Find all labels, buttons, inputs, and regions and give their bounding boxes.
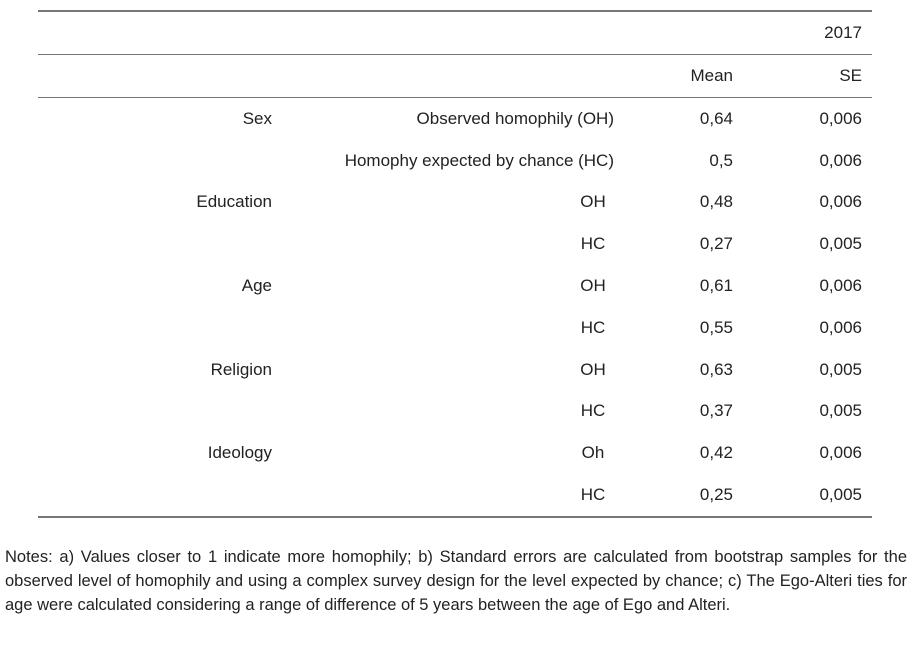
table-row: Ideology Oh 0,42 0,006 (38, 432, 872, 474)
table-row: HC 0,55 0,006 (38, 307, 872, 349)
se-cell: 0,006 (819, 150, 862, 170)
mean-cell: 0,27 (699, 234, 733, 254)
mean-cell: 0,48 (699, 192, 733, 212)
mean-cell: 0,5 (709, 150, 733, 170)
measure-abbrev: Oh (581, 443, 605, 463)
se-cell: 0,006 (819, 317, 862, 337)
variable-cell: Ideology (207, 443, 272, 463)
variable-cell: Religion (210, 359, 272, 379)
mean-cell: 0,25 (624, 474, 743, 518)
header-year: 2017 (743, 10, 872, 55)
table-body: 2017 Mean SE Sex Observed homophily (OH) 0… (38, 10, 872, 518)
se-cell: 0,006 (819, 192, 862, 212)
variable-cell (38, 223, 282, 265)
measure-cell: HC (282, 223, 624, 265)
mean-cell: 0,61 (699, 276, 733, 296)
mean-cell: 0,37 (699, 401, 733, 421)
se-cell: 0,006 (743, 96, 872, 140)
measure-cell: HC (282, 391, 624, 433)
table-row: Education OH 0,48 0,006 (38, 182, 872, 224)
header-empty-cell (282, 10, 624, 55)
homophily-table: 2017 Mean SE Sex Observed homophily (OH) 0… (38, 10, 872, 518)
se-cell: 0,006 (819, 443, 862, 463)
table-notes: Notes: a) Values closer to 1 indicate mo… (5, 548, 907, 614)
table-row: HC 0,37 0,005 (38, 391, 872, 433)
header-empty-cell (38, 10, 282, 55)
variable-cell (38, 391, 282, 433)
measure-cell: OH (282, 349, 624, 391)
header-empty-cell (624, 10, 743, 55)
se-cell: 0,005 (819, 401, 862, 421)
variable-cell (38, 140, 282, 182)
header-row-columns: Mean SE (38, 54, 872, 98)
se-cell: 0,006 (819, 276, 862, 296)
measure-abbrev: OH (580, 192, 606, 212)
table-row: Homophy expected by chance (HC) 0,5 0,006 (38, 140, 872, 182)
mean-cell: 0,64 (624, 96, 743, 140)
mean-cell: 0,42 (699, 443, 733, 463)
measure-cell: Homophy expected by chance (HC) (344, 150, 614, 170)
measure-cell: Observed homophily (OH) (282, 96, 624, 140)
measure-abbrev: HC (580, 401, 606, 421)
se-cell: 0,005 (819, 234, 862, 254)
table-row: HC 0,25 0,005 (38, 474, 872, 518)
measure-cell: Oh (282, 432, 624, 474)
measure-cell: OH (282, 182, 624, 224)
table-row: Religion OH 0,63 0,005 (38, 349, 872, 391)
header-empty-cell (282, 54, 624, 98)
variable-cell: Age (241, 276, 272, 296)
measure-abbrev: HC (580, 317, 606, 337)
table-row: HC 0,27 0,005 (38, 223, 872, 265)
header-empty-cell (38, 54, 282, 98)
variable-cell: Education (196, 192, 272, 212)
measure-abbrev: HC (580, 485, 606, 505)
variable-cell (38, 307, 282, 349)
header-se: SE (743, 54, 872, 98)
mean-cell: 0,55 (699, 317, 733, 337)
measure-cell: HC (282, 307, 624, 349)
se-cell: 0,005 (819, 359, 862, 379)
measure-cell: OH (282, 265, 624, 307)
measure-abbrev: HC (580, 234, 606, 254)
variable-cell: Sex (38, 96, 282, 140)
homophily-table-container: 2017 Mean SE Sex Observed homophily (OH) 0… (38, 10, 872, 518)
measure-abbrev: OH (580, 276, 606, 296)
variable-cell (38, 474, 282, 518)
header-row-year: 2017 (38, 10, 872, 55)
table-row: Sex Observed homophily (OH) 0,64 0,006 (38, 96, 872, 140)
mean-cell: 0,63 (699, 359, 733, 379)
measure-abbrev: OH (580, 359, 606, 379)
header-mean: Mean (624, 54, 743, 98)
se-cell: 0,005 (743, 474, 872, 518)
table-row: Age OH 0,61 0,006 (38, 265, 872, 307)
measure-cell: HC (282, 474, 624, 518)
